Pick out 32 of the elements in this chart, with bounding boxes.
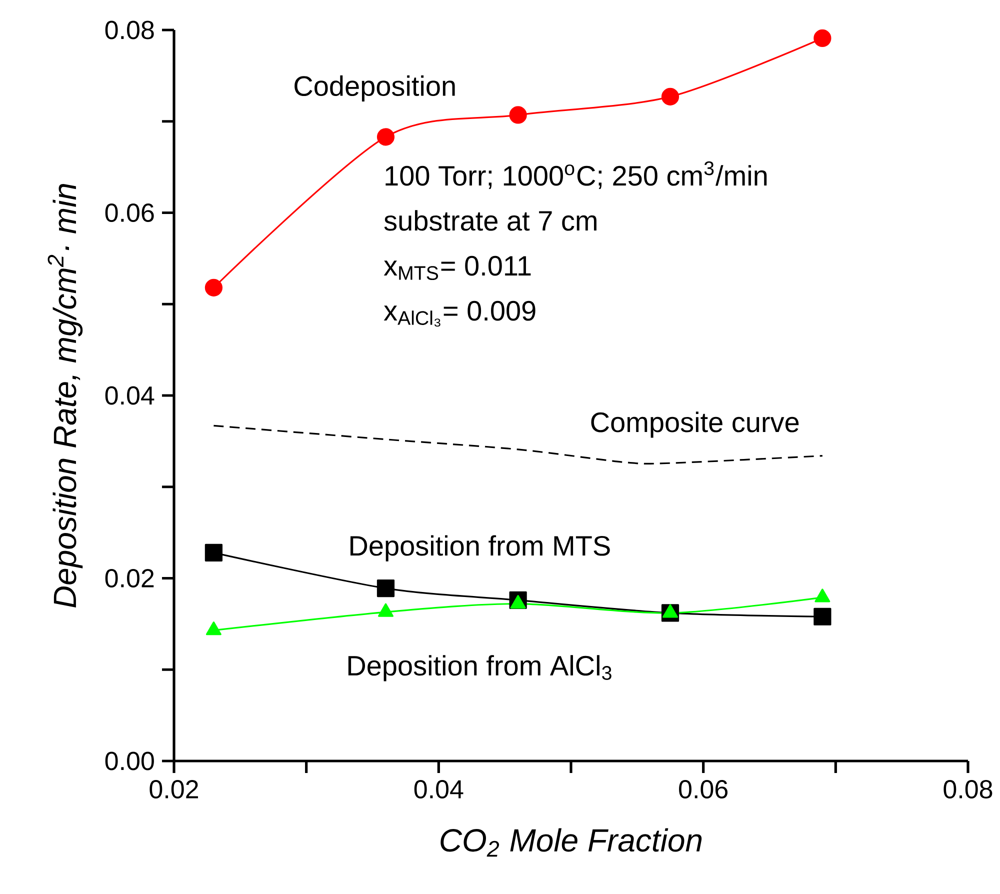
series-label: Composite curve [591,412,799,438]
point [510,595,526,609]
x-tick-label: 0.08 [944,780,992,798]
series-label: Deposition from MTS [350,535,610,562]
x-tick-label: 0.02 [150,780,198,798]
text: Deposition Rate, mg/cm$^{2}$· min [48,184,83,608]
point [206,622,222,636]
annotation: substrate at 7 cm [384,210,596,231]
text: CO$_{2}$ Mole Fraction [440,828,702,857]
point [378,603,394,617]
point [661,88,680,106]
y-tick-label: 0.00 [105,752,154,770]
y-tick-label: 0.08 [105,20,154,40]
point [204,544,223,562]
y-tick-label: 0.04 [105,386,154,405]
y-tick-label: 0.02 [105,569,154,588]
series-label: Deposition from AlCl$_{3}$ [348,655,612,682]
point [376,128,395,146]
annotation: x$_{MTS}$= 0.011 [384,256,531,280]
x-tick-label: 0.06 [679,780,728,798]
point [662,604,678,618]
point [814,29,832,48]
point [814,608,832,626]
y-tick-label: 0.06 [105,204,154,222]
annotation: x$_{AlCl₃}$= 0.009 [384,300,536,327]
point [814,588,830,602]
x-tick-label: 0.04 [414,780,464,798]
annotation: 100 Torr; 1000$^{o}$C; 250 cm$^{3}$/min [386,161,767,190]
point [204,278,223,296]
series-label: Codeposition [294,75,455,102]
point [376,580,395,598]
point [509,106,527,124]
